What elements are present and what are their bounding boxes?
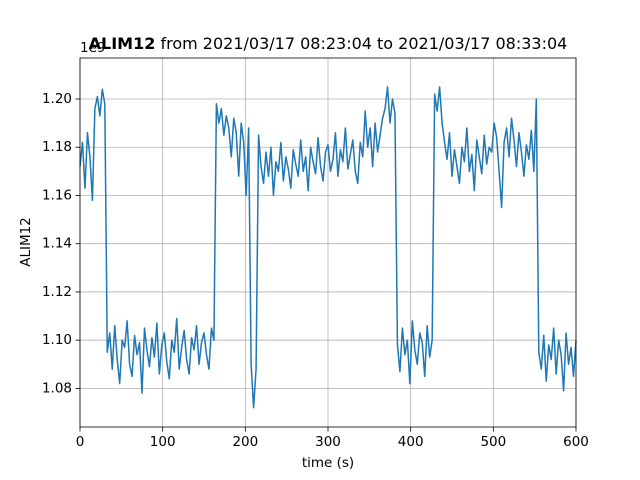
x-tick-label: 100 xyxy=(150,434,176,450)
y-tick-label: 1.16 xyxy=(42,187,72,203)
y-tick-label: 1.14 xyxy=(42,236,72,252)
y-offset: 1e9 xyxy=(80,40,105,56)
chart-title: ALIM12 from 2021/03/17 08:23:04 to 2021/… xyxy=(89,34,568,53)
x-tick-label: 400 xyxy=(398,434,424,450)
x-tick-label: 0 xyxy=(76,434,85,450)
y-tick-label: 1.12 xyxy=(42,284,72,300)
x-tick-label: 200 xyxy=(232,434,258,450)
x-tick-label: 500 xyxy=(480,434,506,450)
line-series xyxy=(79,86,577,409)
y-tick-label: 1.10 xyxy=(42,332,72,348)
title-range: from 2021/03/17 08:23:04 to 2021/03/17 0… xyxy=(160,34,567,53)
y-tick-label: 1.20 xyxy=(42,91,72,107)
plot-frame xyxy=(79,57,577,428)
x-tick-label: 600 xyxy=(563,434,589,450)
x-axis-label: time (s) xyxy=(302,455,354,471)
x-tick-label: 300 xyxy=(315,434,341,450)
y-axis-label: ALIM12 xyxy=(18,217,34,267)
y-tick-label: 1.08 xyxy=(42,380,72,396)
title-name: ALIM12 xyxy=(89,34,156,53)
y-tick-label: 1.18 xyxy=(42,139,72,155)
